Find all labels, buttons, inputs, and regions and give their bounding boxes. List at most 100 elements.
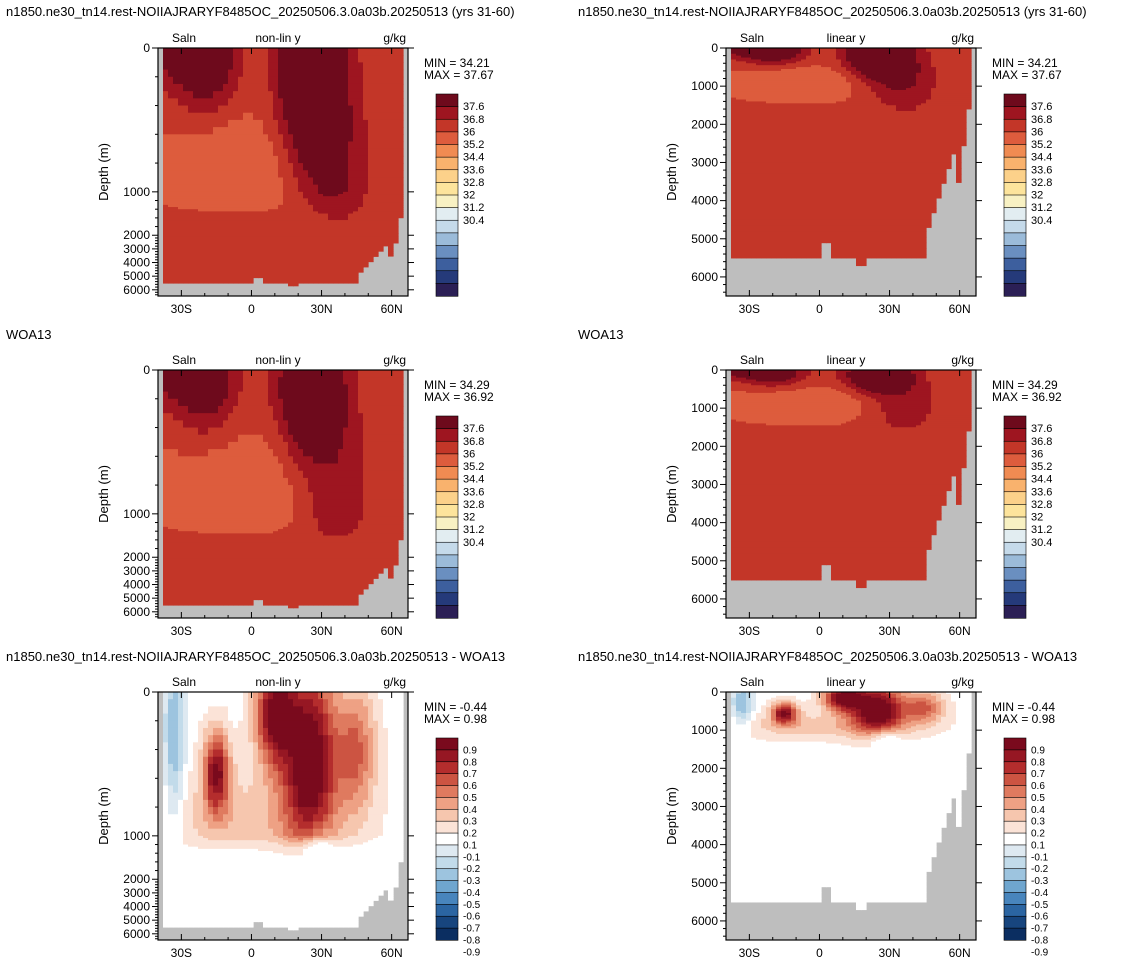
contour-cell [223, 177, 229, 186]
contour-cell [826, 89, 832, 93]
contour-cell [378, 242, 384, 246]
contour-cell [363, 141, 369, 150]
contour-cell [921, 185, 927, 192]
contour-cell [781, 88, 787, 91]
contour-cell [273, 271, 279, 275]
contour-cell [373, 141, 379, 150]
contour-cell [383, 196, 389, 199]
contour-cell [881, 173, 887, 181]
contour-cell [821, 68, 827, 72]
contour-cell [846, 191, 852, 198]
contour-cell [896, 72, 902, 76]
contour-cell [926, 110, 932, 118]
contour-cell [193, 240, 199, 244]
contour-cell [258, 269, 264, 272]
contour-cell [871, 248, 877, 255]
contour-cell [303, 277, 309, 281]
contour-cell [891, 93, 897, 97]
contour-cell [931, 76, 937, 80]
contour-cell [333, 196, 339, 199]
contour-cell [263, 273, 269, 277]
contour-cell [188, 141, 194, 150]
contour-cell [288, 238, 294, 242]
contour-cell [921, 65, 927, 68]
contour-cell [751, 156, 757, 164]
contour-cell [198, 112, 204, 121]
contour-cell [258, 211, 264, 215]
contour-cell [846, 219, 852, 227]
contour-cell [856, 51, 862, 55]
contour-cell [861, 213, 867, 221]
contour-cell [801, 99, 807, 103]
contour-cell [218, 271, 224, 275]
contour-cell [856, 242, 862, 249]
contour-cell [876, 145, 882, 152]
contour-cell [841, 101, 847, 104]
contour-cell [228, 209, 234, 212]
contour-cell [881, 105, 887, 112]
contour-cell [173, 69, 179, 78]
contour-cell [861, 139, 867, 146]
contour-cell [921, 93, 927, 97]
contour-cell [238, 105, 244, 114]
contour-cell [308, 257, 314, 260]
contour-cell [338, 62, 344, 71]
contour-cell [766, 78, 772, 82]
contour-cell [283, 127, 289, 135]
contour-cell [268, 263, 274, 266]
contour-cell [761, 156, 767, 164]
contour-cell [781, 95, 787, 99]
contour-cell [223, 148, 229, 157]
contour-cell [323, 55, 329, 63]
contour-cell [891, 103, 897, 106]
contour-cell [796, 57, 802, 61]
contour-cell [876, 179, 882, 186]
contour-cell [871, 202, 877, 209]
contour-cell [771, 49, 777, 53]
contour-cell [378, 244, 384, 248]
contour-cell [258, 112, 264, 121]
colorbar-box [435, 232, 459, 247]
contour-cell [806, 156, 812, 164]
contour-cell [183, 255, 189, 258]
contour-cell [921, 196, 927, 204]
contour-cell [288, 261, 294, 264]
contour-cell [313, 194, 319, 197]
contour-cell [238, 69, 244, 78]
contour-cell [338, 155, 344, 164]
contour-cell [198, 271, 204, 275]
contour-cell [213, 48, 219, 56]
contour-cell [213, 255, 219, 258]
contour-cell [841, 122, 847, 129]
contour-cell [816, 65, 822, 68]
contour-cell [891, 110, 897, 118]
contour-cell [263, 257, 269, 260]
contour-cell [921, 59, 927, 62]
contour-cell [861, 88, 867, 91]
contour-cell [363, 236, 369, 240]
contour-cell [383, 48, 389, 56]
contour-cell [826, 185, 832, 192]
contour-cell [193, 271, 199, 275]
contour-cell [363, 259, 369, 262]
contour-cell [253, 200, 259, 204]
contour-cell [378, 163, 384, 171]
contour-cell [751, 48, 757, 51]
contour-cell [781, 80, 787, 83]
contour-cell [323, 236, 329, 240]
contour-cell [333, 148, 339, 157]
contour-cell [288, 275, 294, 279]
contour-cell [203, 238, 209, 242]
contour-cell [263, 83, 269, 92]
contour-cell [881, 97, 887, 101]
contour-cell [811, 202, 817, 209]
contour-cell [796, 151, 802, 158]
contour-cell [766, 133, 772, 141]
contour-cell [931, 48, 937, 51]
contour-cell [293, 248, 299, 252]
contour-cell [308, 220, 314, 228]
contour-cell [731, 145, 737, 152]
contour-cell [283, 240, 289, 244]
contour-cell [388, 141, 394, 150]
contour-cell [861, 185, 867, 192]
